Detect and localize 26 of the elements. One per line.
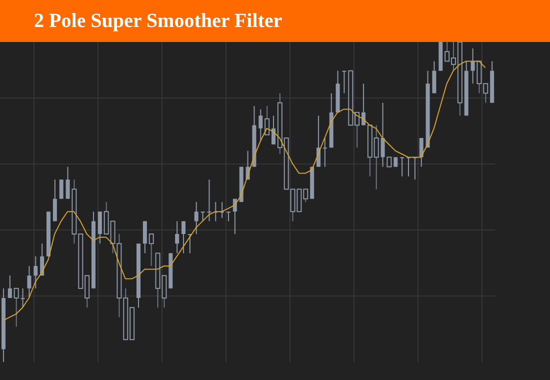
candlestick <box>182 220 186 254</box>
candlestick <box>8 275 12 298</box>
candlestick <box>175 220 180 254</box>
candlestick <box>322 138 327 168</box>
candlestick <box>258 108 263 142</box>
candlestick <box>342 70 346 94</box>
candlestick <box>148 234 154 266</box>
candlestick <box>20 288 25 308</box>
candlestick <box>400 156 404 177</box>
candlestick <box>272 115 276 145</box>
candlestick <box>142 220 147 254</box>
candlestick <box>59 179 64 200</box>
candlestick <box>52 179 57 222</box>
candlestick <box>419 138 424 168</box>
candlestick <box>34 256 38 289</box>
candlestick <box>98 211 102 244</box>
candlestick <box>226 211 230 222</box>
candlestick <box>194 202 198 234</box>
candlestick <box>200 211 205 222</box>
candlestick <box>207 179 212 222</box>
candlestick <box>264 106 270 136</box>
candlestick <box>14 288 19 328</box>
chart-title: 2 Pole Super Smoother Filter <box>0 0 550 42</box>
candlestick <box>27 266 32 298</box>
candlestick <box>394 156 398 168</box>
candlestick <box>432 60 436 94</box>
